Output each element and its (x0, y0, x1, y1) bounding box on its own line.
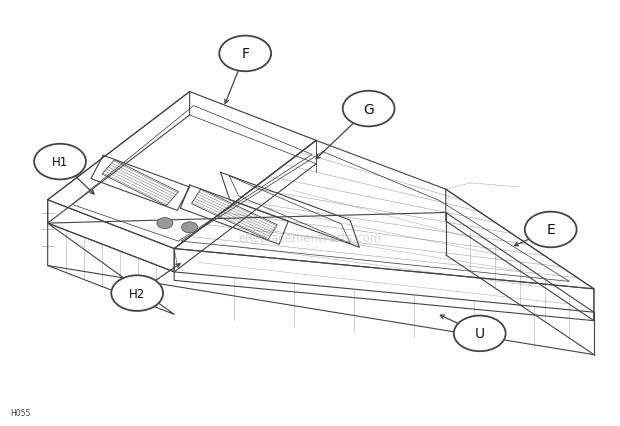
Circle shape (525, 212, 577, 248)
Circle shape (111, 276, 163, 311)
Text: G: G (363, 102, 374, 116)
Circle shape (454, 316, 506, 351)
Text: eReplacementParts.com: eReplacementParts.com (238, 232, 382, 245)
Circle shape (34, 144, 86, 180)
Circle shape (157, 218, 173, 229)
Circle shape (343, 92, 394, 127)
Circle shape (219, 37, 271, 72)
Text: H2: H2 (129, 287, 145, 300)
Text: E: E (546, 223, 555, 237)
Circle shape (182, 222, 198, 233)
Text: H1: H1 (52, 156, 68, 169)
Text: H055: H055 (11, 408, 31, 417)
Text: F: F (241, 47, 249, 61)
Text: U: U (475, 327, 485, 341)
